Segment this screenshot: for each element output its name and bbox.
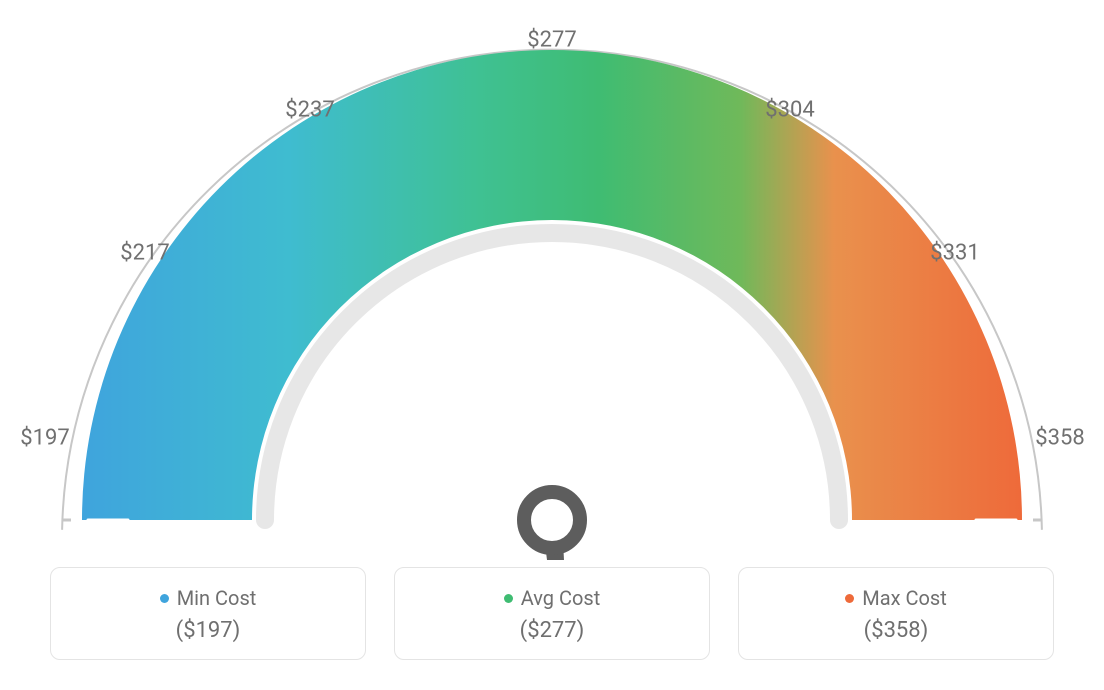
gauge-tick-label: $217 bbox=[120, 241, 169, 266]
legend-dot-avg bbox=[504, 594, 513, 603]
legend-dot-max bbox=[845, 594, 854, 603]
gauge-tick-label: $358 bbox=[1035, 426, 1084, 451]
gauge-svg bbox=[0, 0, 1104, 560]
gauge-tick-label: $304 bbox=[765, 98, 814, 123]
legend-dot-min bbox=[160, 594, 169, 603]
cost-gauge: $197 $217 $237 $277 $304 $331 $358 bbox=[0, 0, 1104, 560]
legend-value-min: ($197) bbox=[63, 618, 353, 643]
legend-card-max: Max Cost ($358) bbox=[738, 567, 1054, 660]
legend-title-avg: Avg Cost bbox=[521, 586, 601, 610]
legend-card-min: Min Cost ($197) bbox=[50, 567, 366, 660]
legend-title-max: Max Cost bbox=[862, 586, 947, 610]
legend-value-avg: ($277) bbox=[407, 618, 697, 643]
gauge-tick-label: $331 bbox=[930, 241, 979, 266]
gauge-tick-label: $277 bbox=[527, 28, 576, 53]
legend-title-min: Min Cost bbox=[177, 586, 257, 610]
gauge-tick-label: $197 bbox=[20, 426, 69, 451]
legend-card-avg: Avg Cost ($277) bbox=[394, 567, 710, 660]
legend-row: Min Cost ($197) Avg Cost ($277) Max Cost… bbox=[50, 567, 1054, 660]
legend-value-max: ($358) bbox=[751, 618, 1041, 643]
gauge-tick-label: $237 bbox=[285, 98, 334, 123]
